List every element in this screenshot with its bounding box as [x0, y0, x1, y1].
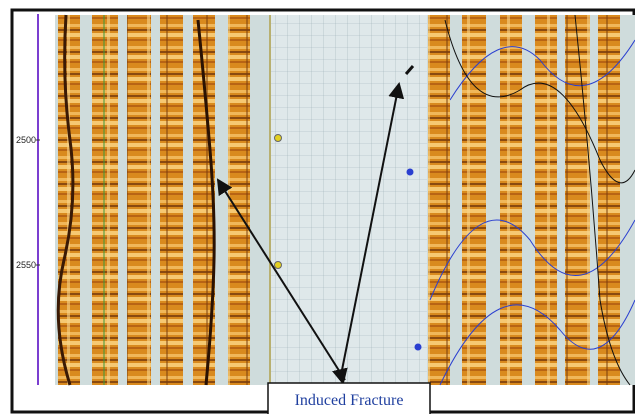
depth-label: 2550	[16, 260, 36, 270]
grid-panel	[270, 15, 427, 385]
image-strip	[500, 15, 522, 385]
image-strip	[428, 15, 450, 385]
dip-marker	[275, 135, 282, 142]
image-strip	[127, 15, 151, 385]
image-strip	[565, 15, 590, 385]
page: 2500 2550 Induced Fracture (() => { co	[0, 0, 635, 414]
dip-marker	[407, 169, 414, 176]
log-figure: 2500 2550 Induced Fracture	[0, 0, 635, 414]
image-strip	[92, 15, 118, 385]
image-strip	[58, 15, 80, 385]
image-strip	[598, 15, 620, 385]
dip-marker	[275, 262, 282, 269]
dip-marker	[415, 344, 422, 351]
depth-label: 2500	[16, 135, 36, 145]
annotation: Induced Fracture	[295, 392, 404, 409]
image-strip	[160, 15, 183, 385]
image-strip	[535, 15, 557, 385]
